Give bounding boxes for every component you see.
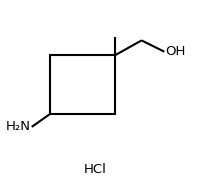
Text: HCl: HCl	[84, 163, 106, 176]
Text: H₂N: H₂N	[6, 120, 31, 133]
Text: OH: OH	[165, 45, 186, 58]
